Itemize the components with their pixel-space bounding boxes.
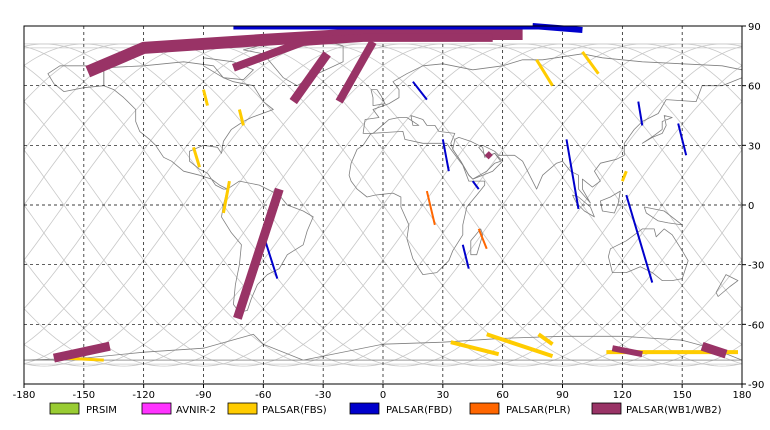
legend-swatch [141, 402, 172, 415]
coastline-greenland [242, 39, 344, 87]
y-tick-label: 0 [748, 201, 754, 212]
swath-wb [233, 187, 284, 320]
swath-fbs [192, 146, 201, 168]
swath-wb [232, 33, 493, 72]
coastline-australia [608, 228, 689, 282]
swath-fbd [441, 139, 450, 172]
coastline-antarctica [23, 333, 743, 361]
swath-fbs [450, 340, 500, 357]
swath-fbd [532, 23, 583, 33]
legend-item: PRSIM [49, 402, 117, 416]
legend-item: PALSAR(WB1/WB2) [591, 402, 722, 416]
swath-fbs [486, 332, 554, 359]
legend-label: PALSAR(PLR) [506, 405, 571, 416]
coastlines [23, 39, 743, 361]
swath-wb [289, 51, 331, 105]
legend-label: PALSAR(FBS) [262, 405, 327, 416]
x-tick-label: -120 [132, 390, 155, 401]
coastline-borneo [600, 190, 621, 214]
legend-label: PRSIM [86, 405, 117, 416]
y-tick-label: 60 [748, 82, 761, 93]
coastline-eurasia [362, 53, 743, 204]
legend-item: PALSAR(PLR) [469, 402, 571, 416]
coastline-arabia [452, 136, 502, 180]
axis-ticks: -180 -150 -120 -90 -60 -30 0 30 60 90 120 150 180 90 6… [13, 22, 765, 401]
x-tick-label: 150 [673, 390, 692, 401]
coastline-africa [348, 130, 486, 276]
x-tick-label: 120 [613, 390, 632, 401]
y-tick-label: 90 [748, 22, 761, 33]
swath-plr [477, 228, 488, 250]
x-tick-label: 180 [732, 390, 751, 401]
coastline-new-zealand [715, 274, 739, 297]
y-tick-label: 30 [748, 141, 761, 152]
legend-item: PALSAR(FBS) [227, 402, 327, 416]
legend-swatch [227, 402, 258, 415]
observation-swaths [52, 23, 739, 363]
x-tick-label: -150 [72, 390, 95, 401]
legend-item: PALSAR(FBD) [349, 402, 452, 416]
coastline-madagascar [470, 228, 484, 256]
swath-fbs [581, 50, 600, 75]
swath-fbs [537, 332, 554, 346]
swath-wb [700, 341, 728, 359]
coastline-uk [370, 89, 386, 106]
swath-fbd [565, 139, 580, 210]
swath-fbd [461, 244, 470, 269]
x-tick-label: -30 [315, 390, 331, 401]
legend-label: AVNIR-2 [176, 405, 216, 416]
swath-wb [484, 151, 493, 160]
y-tick-label: -60 [748, 320, 764, 331]
coastline-south-america [221, 180, 314, 313]
y-tick-label: -90 [748, 380, 764, 391]
coastline-new-guinea [643, 206, 683, 226]
swath-fbd [625, 194, 654, 283]
legend-label: PALSAR(FBD) [386, 405, 452, 416]
x-tick-label: 0 [380, 390, 386, 401]
legend-swatch [591, 402, 622, 415]
legend-swatch [349, 402, 380, 415]
legend-swatch [469, 402, 500, 415]
x-tick-label: -60 [255, 390, 271, 401]
swath-fbs [202, 89, 209, 106]
swath-wb [335, 39, 377, 104]
x-tick-label: -90 [195, 390, 211, 401]
swath-fbd [471, 180, 480, 190]
swath-fbs [221, 180, 231, 214]
swath-fbd [637, 101, 644, 126]
x-tick-label: 30 [436, 390, 449, 401]
legend-label: PALSAR(WB1/WB2) [626, 405, 722, 416]
swath-fbs [535, 59, 554, 87]
swath-fbd [677, 123, 688, 156]
swath-wb [52, 341, 111, 363]
x-tick-label: 60 [496, 390, 509, 401]
sensor-legend: PRSIM AVNIR-2 PALSAR(FBS) PALSAR(FBD) PALSAR… [49, 402, 722, 416]
swath-plr [425, 190, 436, 226]
swath-fbs [237, 109, 245, 126]
swath-wb [611, 345, 643, 358]
legend-swatch [49, 402, 80, 415]
x-tick-label: 90 [556, 390, 569, 401]
coastline-baffin [203, 57, 254, 81]
x-tick-label: -180 [13, 390, 36, 401]
swath-fbs [620, 170, 628, 182]
coastline-japan [641, 115, 673, 144]
legend-item: AVNIR-2 [141, 402, 216, 416]
swath-fbd [412, 81, 428, 101]
y-tick-label: -30 [748, 261, 764, 272]
